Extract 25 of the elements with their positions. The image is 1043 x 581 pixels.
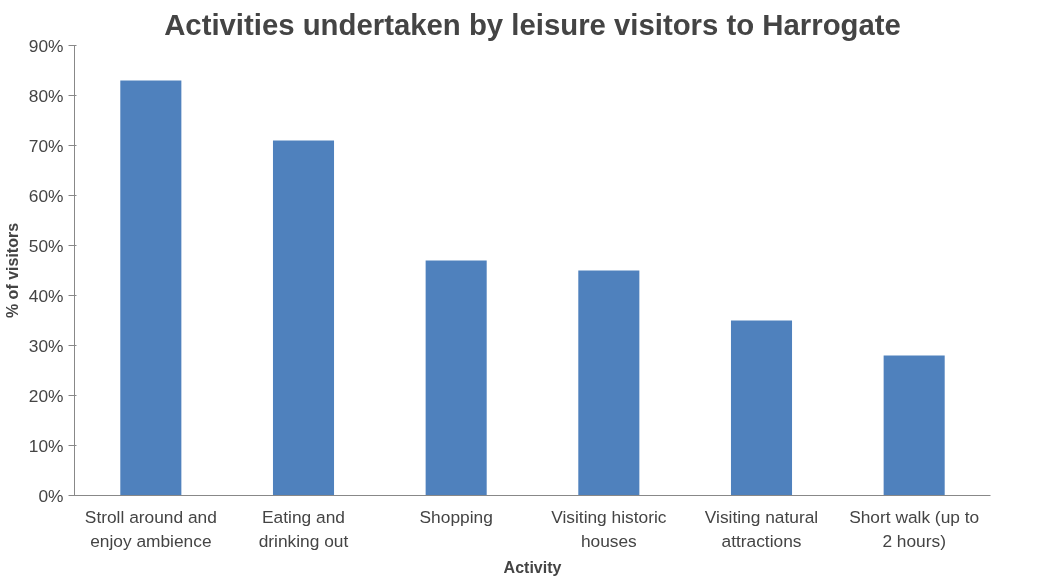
- y-tick-label: 70%: [28, 135, 64, 156]
- x-tick-label: Eating and drinking out: [258, 506, 349, 551]
- y-tick-label: 50%: [28, 235, 64, 256]
- y-axis-title: % of visitors: [3, 222, 21, 319]
- y-tick-label: 30%: [28, 335, 64, 356]
- y-tick-label: 20%: [28, 385, 64, 406]
- bar: [120, 80, 182, 496]
- y-tick-label: 10%: [28, 435, 64, 456]
- bar: [425, 260, 487, 496]
- bar: [730, 320, 793, 496]
- y-tick-label: 80%: [28, 85, 64, 106]
- y-tick-label: 90%: [28, 35, 64, 56]
- x-axis-title: Activity: [503, 558, 562, 576]
- x-tick-label: Visiting natural attractions: [704, 506, 819, 551]
- x-tick-label: Shopping: [419, 506, 493, 527]
- x-tick-label: Short walk (up to 2 hours): [849, 506, 980, 551]
- y-tick-label: 0%: [38, 485, 64, 506]
- bar: [578, 270, 640, 496]
- bar: [272, 140, 335, 496]
- chart-title: Activities undertaken by leisure visitors to Harrogate: [164, 7, 901, 41]
- bar: [883, 355, 945, 496]
- x-tick-label: Visiting historic houses: [551, 506, 667, 551]
- x-tick-label: Stroll around and enjoy ambience: [84, 506, 217, 551]
- y-tick-label: 40%: [28, 285, 64, 306]
- y-tick-label: 60%: [28, 185, 64, 206]
